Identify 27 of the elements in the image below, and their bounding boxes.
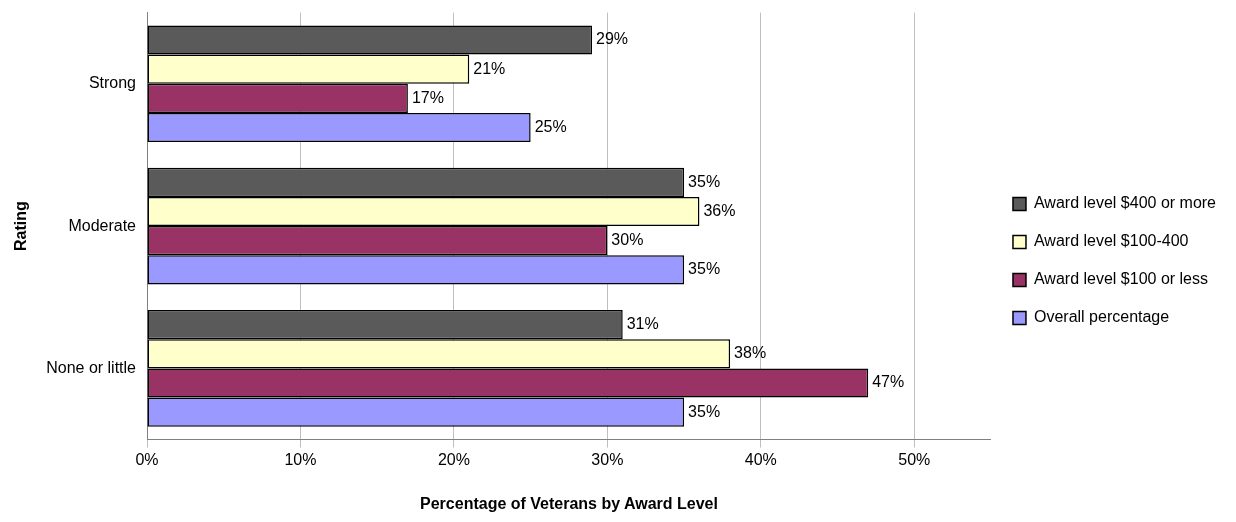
x-tick-label: 50% — [898, 450, 931, 468]
data-label: 17% — [411, 88, 444, 106]
legend-label: Award level $100-400 — [1033, 232, 1189, 250]
y-tick-label: Strong — [88, 74, 137, 92]
legend-label: Award level $100 or less — [1033, 270, 1209, 288]
x-tick-label: 0% — [135, 450, 159, 468]
x-tick-label: 40% — [744, 450, 777, 468]
y-tick-label: None or little — [46, 358, 137, 376]
data-label: 38% — [734, 344, 767, 362]
data-label: 31% — [626, 315, 659, 333]
data-label: 47% — [872, 373, 905, 391]
data-label: 30% — [611, 231, 644, 249]
data-label: 25% — [534, 117, 567, 135]
legend-label: Award level $400 or more — [1033, 194, 1217, 212]
data-label: 35% — [688, 260, 721, 278]
data-label: 21% — [473, 59, 506, 77]
x-axis-title: Percentage of Veterans by Award Level — [420, 494, 718, 512]
x-tick-label: 30% — [591, 450, 624, 468]
data-label: 35% — [688, 402, 721, 420]
x-tick-label: 10% — [284, 450, 317, 468]
y-axis-title: Rating — [12, 201, 30, 251]
x-tick-label: 20% — [437, 450, 470, 468]
legend-label: Overall percentage — [1033, 308, 1170, 326]
y-tick-label: Moderate — [68, 216, 137, 234]
data-label: 29% — [596, 30, 629, 48]
data-label: 36% — [703, 201, 736, 219]
data-label: 35% — [688, 172, 721, 190]
